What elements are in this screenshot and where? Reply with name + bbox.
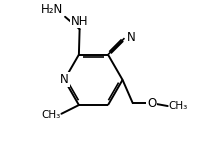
Text: N: N xyxy=(127,31,135,44)
Text: H₂N: H₂N xyxy=(41,3,64,16)
Text: CH₃: CH₃ xyxy=(168,101,188,111)
Text: O: O xyxy=(147,97,156,110)
Text: CH₃: CH₃ xyxy=(41,109,61,120)
Text: NH: NH xyxy=(71,15,88,28)
Text: N: N xyxy=(60,73,69,86)
